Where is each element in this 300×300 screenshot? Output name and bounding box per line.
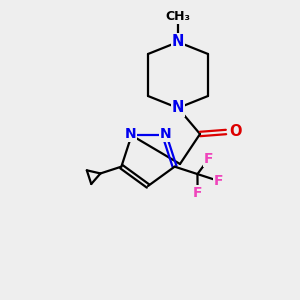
Text: N: N	[172, 34, 184, 50]
Text: CH₃: CH₃	[166, 10, 190, 22]
Text: F: F	[204, 152, 214, 166]
Text: F: F	[214, 174, 223, 188]
Text: F: F	[193, 186, 202, 200]
Text: N: N	[160, 127, 171, 141]
Text: O: O	[229, 124, 241, 140]
Text: N: N	[172, 100, 184, 116]
Text: N: N	[125, 127, 136, 141]
